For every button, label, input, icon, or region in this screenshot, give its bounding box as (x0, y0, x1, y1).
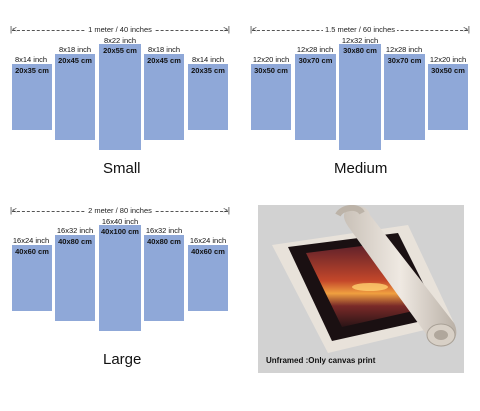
medium-width-dimension: |< >| 1.5 meter / 60 inches (250, 24, 470, 36)
large-panel-2-inch: 16x32 inch (56, 226, 94, 235)
small-panel-4: 20x45 cm (144, 54, 184, 140)
medium-panel-5-cm: 30x50 cm (431, 66, 465, 75)
medium-panel-4-inch: 12x28 inch (385, 45, 423, 54)
small-panel-5-cm: 20x35 cm (191, 66, 225, 75)
small-panel-5-inch: 8x14 inch (191, 55, 225, 64)
medium-panel-3-cm: 30x80 cm (343, 46, 377, 55)
small-width-dimension: |< >| 1 meter / 40 inches (10, 24, 230, 36)
medium-panel-2-cm: 30x70 cm (298, 56, 333, 65)
small-panel-3: 20x55 cm (99, 44, 141, 150)
medium-panel-4-cm: 30x70 cm (387, 56, 422, 65)
medium-panel-2: 30x70 cm (295, 54, 336, 140)
small-panel-3-cm: 20x55 cm (103, 46, 137, 55)
dimension-end-marker: >| (223, 25, 230, 34)
small-size-set: |< >| 1 meter / 40 inches 8x14 inch 20x3… (10, 24, 230, 154)
large-panel-1-cm: 40x60 cm (15, 247, 49, 256)
small-size-label: Small (103, 160, 141, 177)
large-panel-5: 40x60 cm (188, 245, 228, 311)
large-width-dimension: |< >| 2 meter / 80 inches (10, 205, 230, 217)
dimension-end-marker: >| (463, 25, 470, 34)
small-panel-1-inch: 8x14 inch (14, 55, 48, 64)
small-panel-4-cm: 20x45 cm (147, 56, 181, 65)
medium-panel-1-inch: 12x20 inch (252, 55, 290, 64)
large-panel-2-cm: 40x80 cm (58, 237, 92, 246)
small-panel-2: 20x45 cm (55, 54, 95, 140)
small-panel-2-inch: 8x18 inch (58, 45, 92, 54)
canvas-caption: Unframed :Only canvas print (266, 356, 376, 365)
small-dimension-label: 1 meter / 40 inches (86, 24, 154, 36)
small-panel-2-cm: 20x45 cm (58, 56, 92, 65)
medium-panel-1: 30x50 cm (251, 64, 291, 130)
large-panel-5-inch: 16x24 inch (189, 236, 227, 245)
large-panel-3: 40x100 cm (99, 225, 141, 331)
medium-size-label: Medium (334, 160, 388, 177)
small-panel-4-inch: 8x18 inch (147, 45, 181, 54)
large-panel-4: 40x80 cm (144, 235, 184, 321)
large-panel-4-cm: 40x80 cm (147, 237, 181, 246)
medium-panel-2-inch: 12x28 inch (296, 45, 334, 54)
dimension-start-marker: |< (10, 206, 17, 215)
large-size-set: |< >| 2 meter / 80 inches 16x24 inch 40x… (10, 205, 230, 335)
large-panel-5-cm: 40x60 cm (191, 247, 225, 256)
large-panel-3-cm: 40x100 cm (101, 227, 139, 236)
medium-panel-3: 30x80 cm (339, 44, 381, 150)
large-dimension-label: 2 meter / 80 inches (86, 205, 154, 217)
medium-panel-3-inch: 12x32 inch (341, 36, 379, 45)
medium-panel-1-cm: 30x50 cm (254, 66, 288, 75)
medium-panel-5-inch: 12x20 inch (429, 55, 467, 64)
small-panel-5: 20x35 cm (188, 64, 228, 130)
medium-dimension-label: 1.5 meter / 60 inches (322, 24, 398, 36)
medium-panel-5: 30x50 cm (428, 64, 468, 130)
large-panel-4-inch: 16x32 inch (145, 226, 183, 235)
small-panel-1: 20x35 cm (12, 64, 52, 130)
large-panel-2: 40x80 cm (55, 235, 95, 321)
large-panel-3-inch: 16x40 inch (101, 217, 139, 226)
large-panel-1-inch: 16x24 inch (12, 236, 50, 245)
large-panel-1: 40x60 cm (12, 245, 52, 311)
rolled-canvas-photo: Unframed :Only canvas print (258, 205, 464, 373)
dimension-end-marker: >| (223, 206, 230, 215)
medium-panel-4: 30x70 cm (384, 54, 425, 140)
medium-size-set: |< >| 1.5 meter / 60 inches 12x20 inch 3… (250, 24, 470, 154)
large-size-label: Large (103, 351, 142, 368)
small-panel-3-inch: 8x22 inch (103, 36, 137, 45)
dimension-start-marker: |< (250, 25, 257, 34)
rolled-canvas-illustration (272, 205, 457, 353)
dimension-start-marker: |< (10, 25, 17, 34)
small-panel-1-cm: 20x35 cm (15, 66, 49, 75)
